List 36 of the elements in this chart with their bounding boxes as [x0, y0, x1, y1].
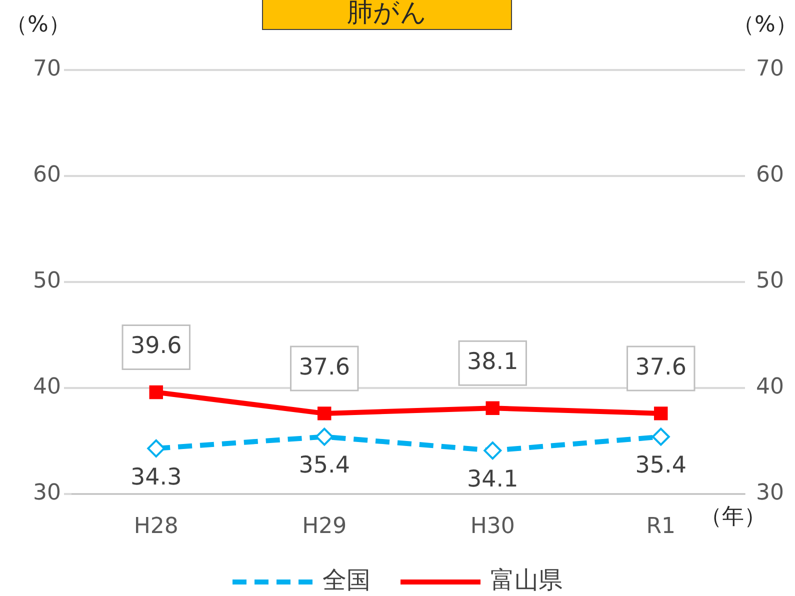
legend-label: 富山県	[490, 566, 562, 594]
point	[486, 401, 500, 416]
legend-label: 全国	[322, 566, 370, 594]
y-tick-label: 60	[33, 162, 61, 188]
point	[654, 406, 668, 420]
y-tick-label: 40	[33, 374, 61, 400]
y-tick-label: 30	[33, 480, 61, 506]
y-axis-title: （%）	[6, 12, 70, 38]
data-label: 34.1	[467, 466, 518, 493]
x-tick-label: R1	[646, 514, 676, 539]
data-label: 35.4	[635, 452, 686, 479]
data-label: 34.3	[130, 464, 182, 490]
data-label: 38.1	[467, 349, 518, 376]
x-tick-label: H28	[134, 514, 178, 539]
data-label: 35.4	[298, 452, 350, 479]
chart-title: 肺がん	[262, 0, 512, 30]
data-label: 39.6	[130, 333, 182, 360]
y-tick-label: 70	[33, 56, 61, 82]
x-tick-label: H29	[302, 514, 347, 539]
point	[315, 428, 334, 446]
y2-tick-label: 30	[756, 480, 784, 506]
x-tick-label: H30	[470, 514, 515, 539]
point	[484, 442, 502, 460]
point	[652, 428, 670, 446]
point	[147, 439, 166, 458]
y2-axis-title: （%）	[732, 12, 795, 38]
y2-tick-label: 70	[756, 56, 784, 82]
y2-tick-label: 50	[756, 268, 784, 294]
x-axis-title: （年）	[700, 504, 766, 530]
data-label: 37.6	[635, 354, 686, 380]
y2-tick-label: 60	[756, 162, 784, 188]
y2-tick-label: 40	[756, 374, 784, 400]
point	[318, 406, 332, 420]
data-label: 37.6	[298, 354, 350, 380]
point	[149, 385, 163, 400]
y-tick-label: 50	[33, 268, 61, 294]
